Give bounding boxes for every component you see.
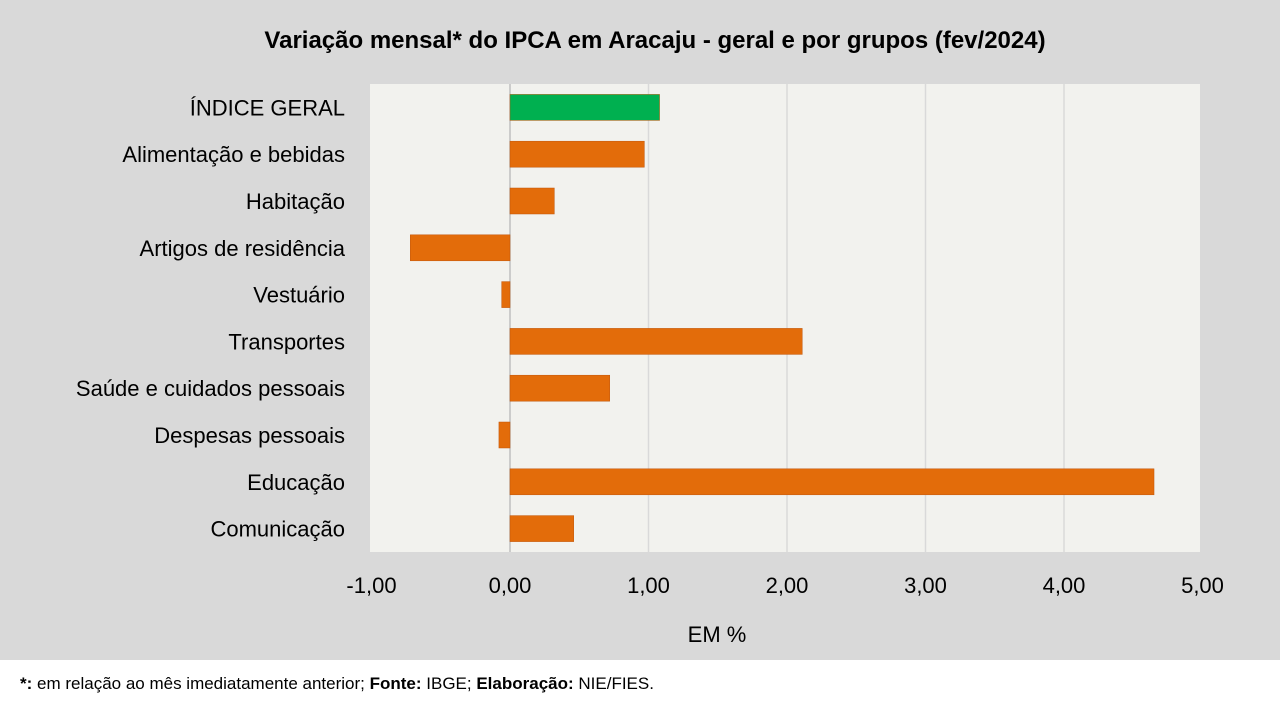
bar bbox=[509, 187, 555, 215]
x-tick-label: 5,00 bbox=[1181, 573, 1224, 598]
category-label: Educação bbox=[247, 470, 345, 495]
footnote: *: em relação ao mês imediatamente anter… bbox=[20, 674, 654, 694]
category-label: ÍNDICE GERAL bbox=[190, 95, 345, 120]
category-label: Despesas pessoais bbox=[154, 423, 345, 448]
source-label: Fonte: bbox=[369, 674, 422, 693]
footnote-text: em relação ao mês imediatamente anterior… bbox=[32, 674, 370, 693]
category-label: Comunicação bbox=[210, 517, 345, 542]
bars bbox=[410, 94, 1155, 542]
source-value: IBGE; bbox=[421, 674, 477, 693]
bar bbox=[509, 374, 610, 402]
bar bbox=[509, 515, 574, 542]
x-tick-labels: -1,00 0,00 1,00 2,00 3,00 4,00 5,00 bbox=[346, 573, 1223, 598]
bar bbox=[509, 328, 803, 355]
bar bbox=[509, 140, 645, 168]
category-labels: ÍNDICE GERAL Alimentação e bebidas Habitaç… bbox=[76, 95, 346, 541]
bar bbox=[509, 468, 1155, 496]
x-axis-title: EM % bbox=[688, 622, 747, 647]
category-label: Vestuário bbox=[253, 283, 345, 308]
bar bbox=[410, 234, 511, 262]
category-label: Artigos de residência bbox=[140, 236, 346, 261]
x-tick-label: 3,00 bbox=[904, 573, 947, 598]
category-label: Transportes bbox=[228, 329, 345, 354]
category-label: Saúde e cuidados pessoais bbox=[76, 376, 345, 401]
elaboration-label: Elaboração: bbox=[476, 674, 574, 693]
category-label: Habitação bbox=[246, 189, 345, 214]
x-tick-label: 4,00 bbox=[1043, 573, 1086, 598]
x-tick-label: -1,00 bbox=[346, 573, 396, 598]
bar bbox=[509, 94, 660, 121]
x-tick-label: 0,00 bbox=[489, 573, 532, 598]
x-tick-label: 2,00 bbox=[766, 573, 809, 598]
elaboration-value: NIE/FIES. bbox=[573, 674, 654, 693]
category-label: Alimentação e bebidas bbox=[122, 142, 345, 167]
bar bbox=[498, 421, 511, 449]
chart-title: Variação mensal* do IPCA em Aracaju - ge… bbox=[264, 27, 1045, 54]
chart: Variação mensal* do IPCA em Aracaju - ge… bbox=[76, 27, 1224, 647]
footnote-mark: *: bbox=[20, 674, 33, 693]
x-tick-label: 1,00 bbox=[627, 573, 670, 598]
footer-area bbox=[0, 660, 1280, 720]
bar bbox=[501, 281, 511, 308]
